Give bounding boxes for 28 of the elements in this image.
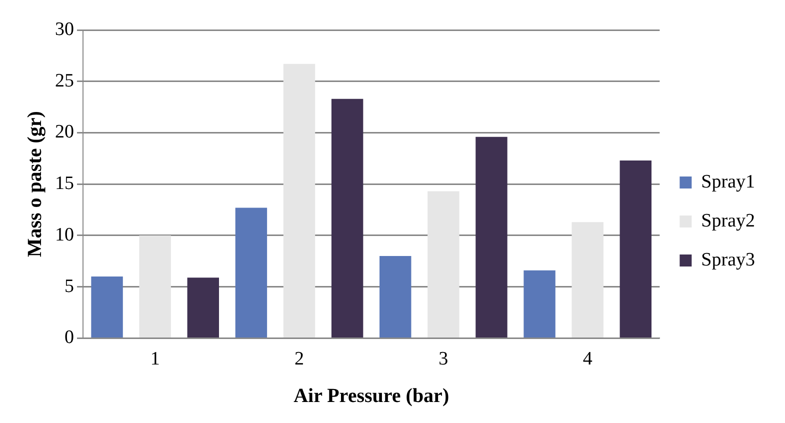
bar (476, 136, 508, 338)
y-tick-label: 15 (55, 173, 74, 194)
bar (620, 160, 652, 338)
bar (572, 222, 604, 338)
y-tick-label: 20 (55, 122, 74, 143)
bar (235, 208, 268, 338)
y-tick-label: 0 (64, 327, 74, 348)
x-axis-title: Air Pressure (bar) (294, 385, 450, 408)
y-tick-label: 5 (64, 276, 74, 297)
bar (331, 98, 364, 338)
bar (524, 270, 556, 338)
y-axis-title: Mass o paste (gr) (24, 111, 46, 258)
bar (91, 276, 123, 338)
bar (428, 191, 460, 338)
x-tick-label: 3 (438, 348, 448, 370)
bar (139, 235, 171, 338)
x-tick-label: 2 (294, 348, 304, 370)
bar (187, 278, 219, 338)
x-tick-label: 4 (582, 348, 593, 370)
legend-label: Spray1 (701, 171, 755, 192)
bar (283, 64, 316, 338)
legend-label: Spray2 (701, 210, 755, 232)
y-tick-label: 25 (55, 70, 74, 92)
y-tick-label: 30 (55, 18, 74, 40)
bar (380, 256, 412, 338)
y-tick-label: 10 (55, 224, 74, 246)
x-tick-label: 1 (150, 348, 160, 370)
legend-label: Spray3 (701, 249, 755, 270)
